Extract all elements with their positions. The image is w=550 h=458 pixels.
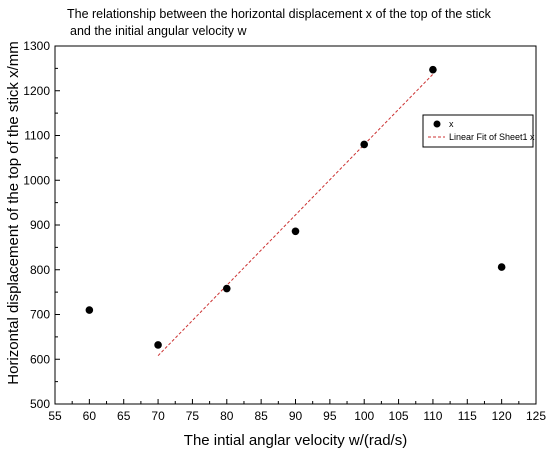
x-tick-label: 85 xyxy=(254,409,268,423)
y-tick-label: 700 xyxy=(30,308,50,322)
x-tick-label: 60 xyxy=(83,409,97,423)
y-tick-label: 1200 xyxy=(23,84,50,98)
y-tick-label: 600 xyxy=(30,352,50,366)
x-tick-label: 65 xyxy=(117,409,131,423)
data-point xyxy=(154,341,162,349)
y-tick-label: 1000 xyxy=(23,173,50,187)
chart-title-line-2: and the initial angular velocity w xyxy=(70,24,247,38)
y-tick-label: 1100 xyxy=(24,129,50,143)
x-tick-label: 100 xyxy=(354,409,374,423)
fit-line-group xyxy=(157,73,434,357)
legend: x Linear Fit of Sheet1 x xyxy=(422,114,535,148)
x-tick-label: 80 xyxy=(220,409,234,423)
y-tick-label: 900 xyxy=(30,218,50,232)
data-point xyxy=(85,306,94,314)
legend-label-fit: Linear Fit of Sheet1 x xyxy=(449,132,535,142)
x-tick-label: 70 xyxy=(151,409,165,423)
axes xyxy=(54,45,537,405)
x-tick-label: 125 xyxy=(526,409,546,423)
legend-label-x: x xyxy=(449,119,454,129)
y-axis-label: Horizontal displacement of the top of th… xyxy=(5,41,22,384)
y-tick-label: 500 xyxy=(30,397,50,411)
x-tick-label: 75 xyxy=(186,409,200,423)
legend-marker-x xyxy=(433,120,441,128)
chart-title-line-1: The relationship between the horizontal … xyxy=(67,7,491,21)
chart-title: The relationship between the horizontal … xyxy=(67,6,537,40)
linear-fit-line xyxy=(157,73,434,357)
x-tick-label: 55 xyxy=(48,409,62,423)
y-axis-ticks: 500 600 700 800 900 1000 1100 1200 1300 xyxy=(23,39,60,411)
x-tick-label: 110 xyxy=(423,409,442,423)
plot-frame xyxy=(54,45,537,405)
x-tick-label: 115 xyxy=(458,409,477,423)
data-point xyxy=(291,227,300,236)
x-tick-label: 105 xyxy=(389,409,409,423)
data-point xyxy=(429,65,437,74)
data-point xyxy=(497,263,506,271)
data-points xyxy=(85,65,506,349)
x-tick-label: 95 xyxy=(323,409,337,423)
data-point xyxy=(360,140,369,149)
x-tick-label: 90 xyxy=(289,409,303,423)
x-axis-ticks: 55 60 65 70 75 80 85 90 95 100 105 110 115 120 125 xyxy=(48,399,546,423)
legend-box xyxy=(422,114,534,148)
x-tick-label: 120 xyxy=(492,409,512,423)
y-tick-label: 800 xyxy=(30,263,50,277)
x-axis-label: The intial anglar velocity w/(rad/s) xyxy=(184,432,407,449)
y-tick-label: 1300 xyxy=(23,39,50,53)
data-point xyxy=(222,284,231,293)
